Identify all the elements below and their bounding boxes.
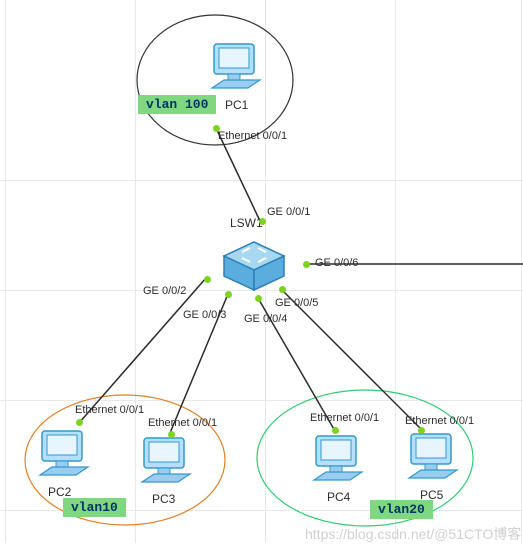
grid-v [395, 0, 396, 543]
port-label: Ethernet 0/0/1 [405, 415, 474, 427]
activity-dot [204, 276, 211, 283]
pc-icon[interactable] [210, 42, 262, 97]
pc-label: PC2 [48, 485, 71, 499]
grid-h [0, 400, 523, 401]
port-label: Ethernet 0/0/1 [218, 130, 287, 142]
pc-label: PC3 [152, 492, 175, 506]
switch-label: LSW1 [230, 216, 263, 230]
pc-icon[interactable] [407, 432, 459, 487]
watermark: https://blog.csdn.net/@51CTO博客 [305, 524, 521, 544]
port-label: GE 0/0/6 [315, 257, 358, 269]
port-label: GE 0/0/1 [267, 206, 310, 218]
pc-label: PC4 [327, 490, 350, 504]
port-label: GE 0/0/5 [275, 297, 318, 309]
grid-v [521, 0, 522, 543]
link [282, 290, 422, 430]
port-label: GE 0/0/2 [143, 285, 186, 297]
activity-dot [418, 427, 425, 434]
activity-dot [225, 291, 232, 298]
port-label: Ethernet 0/0/1 [148, 417, 217, 429]
grid-h [0, 180, 523, 181]
activity-dot [259, 218, 266, 225]
activity-dot [168, 431, 175, 438]
port-label: GE 0/0/3 [183, 309, 226, 321]
pc-icon[interactable] [140, 436, 192, 491]
port-label: Ethernet 0/0/1 [310, 412, 379, 424]
pc-label: PC1 [225, 98, 248, 112]
pc-icon[interactable] [312, 434, 364, 489]
activity-dot [332, 427, 339, 434]
activity-dot [213, 125, 220, 132]
port-label: GE 0/0/4 [244, 313, 287, 325]
grid-v [135, 0, 136, 543]
vlan-label: vlan20 [370, 500, 433, 519]
pc-icon[interactable] [38, 429, 90, 484]
activity-dot [303, 261, 310, 268]
activity-dot [279, 286, 286, 293]
port-label: Ethernet 0/0/1 [75, 404, 144, 416]
link [79, 278, 206, 423]
activity-dot [255, 295, 262, 302]
vlan-label: vlan10 [63, 498, 126, 517]
activity-dot [76, 419, 83, 426]
grid-v [5, 0, 6, 543]
vlan-label: vlan 100 [138, 95, 216, 114]
